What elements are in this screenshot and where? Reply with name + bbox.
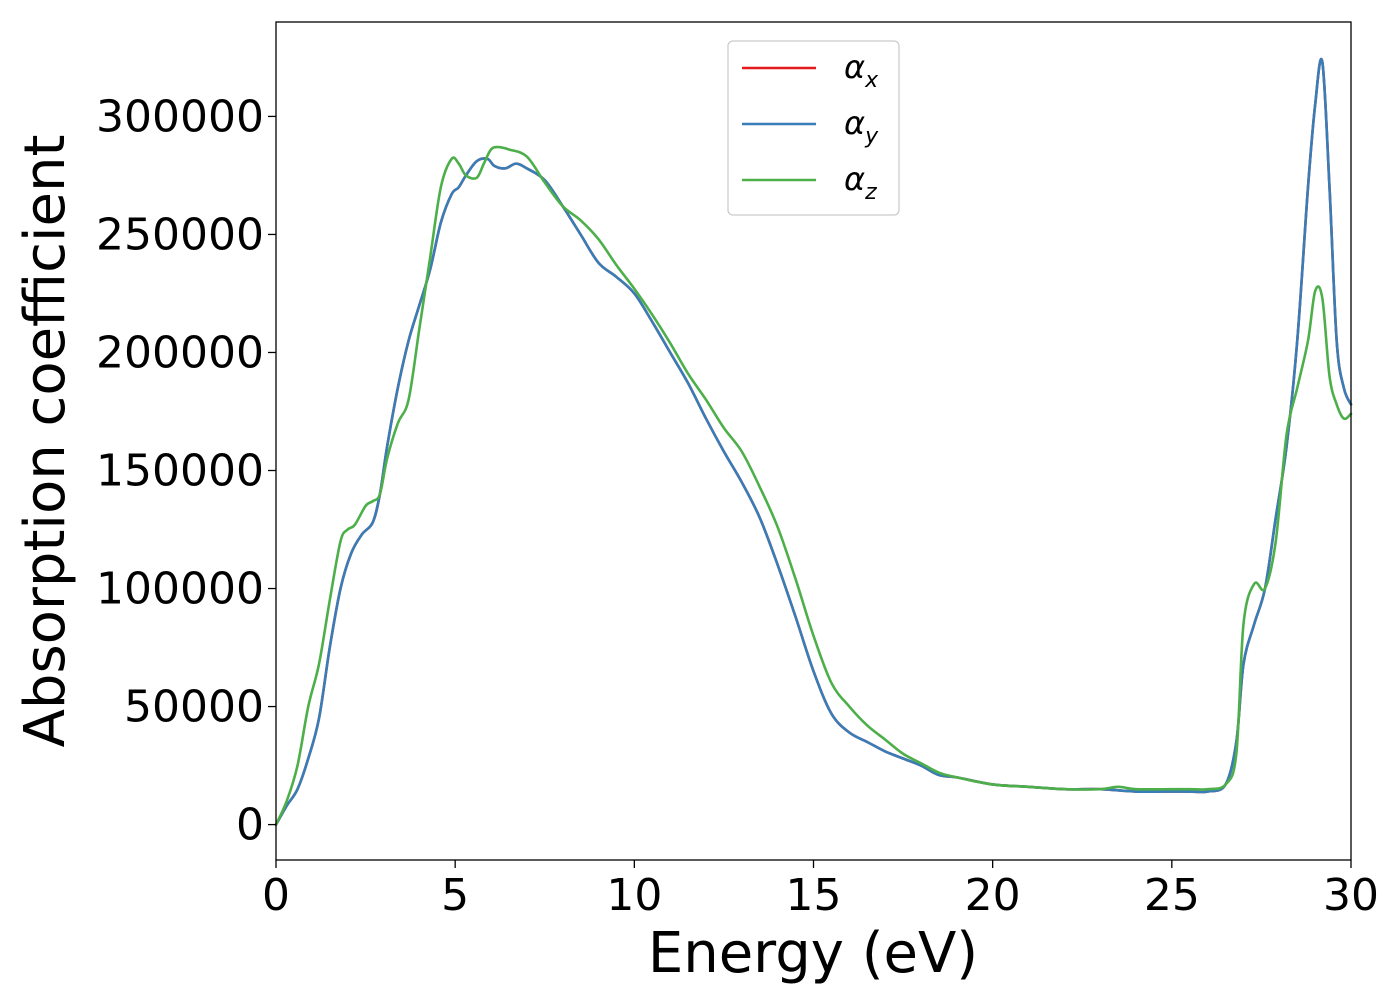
legend-label-subscript: x [864, 68, 879, 93]
legend-label-symbol: α [844, 48, 865, 86]
y-tick-label: 300000 [96, 91, 264, 142]
y-tick-label: 150000 [96, 446, 264, 497]
series-line-alpha-z [274, 145, 1353, 826]
series-layer [274, 57, 1353, 826]
x-tick-label: 10 [606, 870, 662, 921]
legend-box [727, 40, 900, 216]
series-line-alpha-y [274, 57, 1353, 826]
y-tick-label: 50000 [124, 682, 264, 733]
legend-label-symbol: α [844, 104, 865, 142]
y-axis-title: Absorption coefficient [13, 135, 78, 748]
x-tick-label: 5 [441, 870, 469, 921]
x-tick-label: 15 [786, 870, 842, 921]
x-tick-label: 0 [262, 870, 290, 921]
legend-label-subscript: z [864, 180, 877, 205]
y-tick-label: 200000 [96, 327, 264, 378]
x-tick-label: 25 [1144, 870, 1200, 921]
y-tick-label: 100000 [96, 564, 264, 615]
x-tick-label: 20 [965, 870, 1021, 921]
legend-label-symbol: α [844, 160, 865, 198]
legend-label-subscript: y [864, 124, 879, 149]
legend-label-z: αz [844, 160, 877, 205]
legend-label-y: αy [844, 104, 879, 149]
y-tick-label: 0 [236, 800, 264, 851]
x-axis-title: Energy (eV) [648, 921, 978, 986]
x-axis: 0 5 10 15 20 25 30 [262, 860, 1379, 921]
legend-label-x: αx [844, 48, 879, 93]
y-axis: 0 50000 100000 150000 200000 250000 300000 [96, 91, 276, 851]
x-tick-label: 30 [1323, 870, 1379, 921]
y-tick-label: 250000 [96, 209, 264, 260]
